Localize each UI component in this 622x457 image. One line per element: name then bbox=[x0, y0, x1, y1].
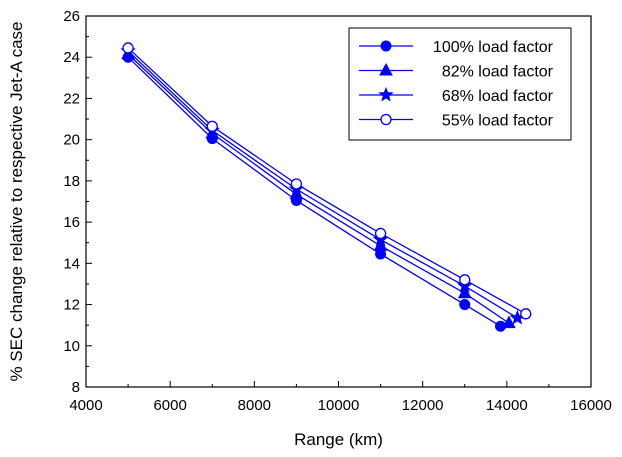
legend-label: 55% load factor bbox=[442, 113, 554, 130]
y-tick-label: 12 bbox=[63, 297, 80, 314]
legend-label: 82% load factor bbox=[442, 64, 554, 81]
y-tick-label: 26 bbox=[63, 8, 80, 25]
x-axis-label: Range (km) bbox=[294, 430, 383, 449]
data-point bbox=[459, 274, 471, 286]
x-tick-label: 6000 bbox=[153, 397, 186, 414]
series-layer bbox=[120, 42, 532, 332]
y-tick-label: 16 bbox=[63, 214, 80, 231]
y-tick-label: 24 bbox=[63, 49, 80, 66]
data-point bbox=[206, 120, 218, 132]
x-tick-label: 12000 bbox=[402, 397, 444, 414]
series-3 bbox=[122, 42, 532, 320]
series-line bbox=[127, 53, 510, 324]
data-point bbox=[122, 42, 134, 54]
legend-marker bbox=[378, 86, 394, 102]
axis-ticks: 4000 6000 8000 10000 12000 14000 16000 8 10 12 14 1… bbox=[63, 8, 612, 414]
data-point bbox=[520, 308, 532, 320]
y-tick-label: 8 bbox=[72, 379, 80, 396]
data-point bbox=[374, 227, 387, 240]
series-line bbox=[127, 47, 527, 315]
y-tick-label: 22 bbox=[63, 90, 80, 107]
x-tick-label: 10000 bbox=[318, 397, 360, 414]
series-line bbox=[127, 56, 501, 327]
x-tick-label: 4000 bbox=[69, 397, 102, 414]
legend: 100% load factor 82% load factor 68% load … bbox=[348, 27, 572, 141]
legend-label: 100% load factor bbox=[433, 39, 554, 56]
y-axis-label: % SEC change relative to respective Jet-… bbox=[7, 21, 26, 381]
y-tick-label: 10 bbox=[63, 338, 80, 355]
x-tick-label: 14000 bbox=[486, 397, 528, 414]
y-tick-label: 20 bbox=[63, 132, 80, 149]
x-tick-label: 16000 bbox=[570, 397, 612, 414]
legend-label: 68% load factor bbox=[442, 88, 554, 105]
data-point bbox=[457, 285, 472, 299]
x-tick-label: 8000 bbox=[238, 397, 271, 414]
legend-marker bbox=[380, 113, 392, 126]
data-point bbox=[502, 315, 516, 329]
legend-marker bbox=[380, 40, 392, 52]
data-point bbox=[459, 299, 471, 311]
series-line bbox=[127, 50, 518, 319]
y-tick-label: 18 bbox=[63, 173, 80, 190]
y-tick-label: 14 bbox=[63, 255, 80, 272]
data-point bbox=[290, 178, 303, 190]
legend-marker bbox=[379, 62, 393, 76]
